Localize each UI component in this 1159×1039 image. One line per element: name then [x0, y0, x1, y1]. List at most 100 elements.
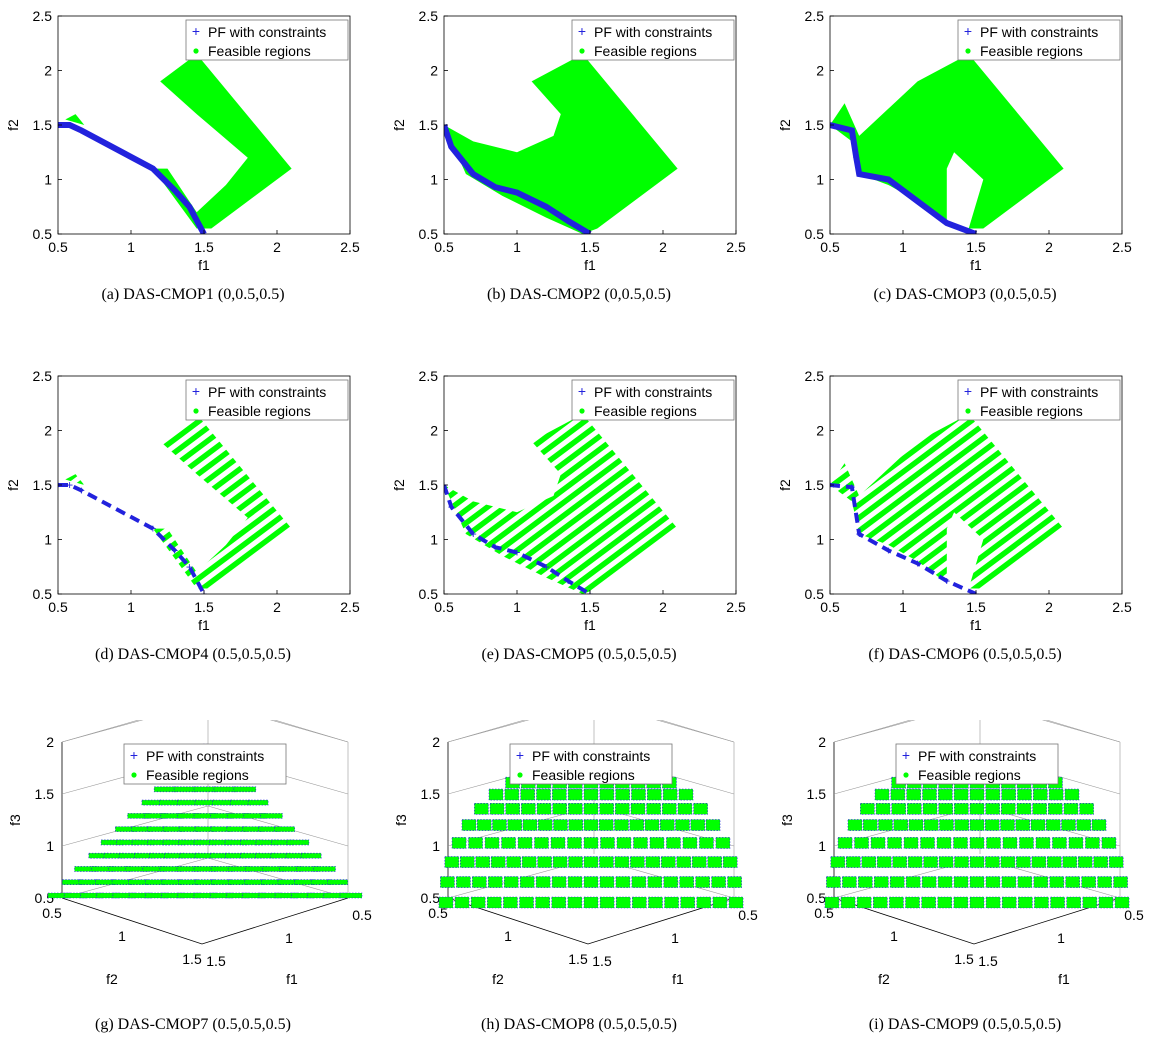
feasible-patch	[507, 819, 523, 831]
plot-h: 0.5 1 1.5 2 f3 0.5 1 1.5 0.5 1 1.5 f2 f1 + PF with con…	[393, 720, 758, 987]
f2-axis-label: f2	[878, 971, 890, 987]
feasible-patch	[873, 876, 889, 888]
feasible-patch	[682, 837, 698, 849]
z-gridline	[269, 720, 349, 743]
feasible-patch	[630, 856, 645, 868]
legend-pf-marker: +	[192, 23, 200, 39]
feasible-patch	[937, 896, 953, 909]
infeasible-gap	[498, 416, 736, 594]
floor-edge	[833, 897, 1121, 945]
feasible-patch	[889, 896, 904, 909]
feasible-patch	[722, 856, 738, 868]
x-tick-label: 1.5	[966, 599, 986, 615]
infeasible-gap	[58, 376, 203, 484]
z-gridline	[655, 720, 735, 743]
y-axis-label: f2	[391, 119, 407, 131]
feasible-patch	[923, 856, 938, 868]
feasible-patch	[440, 876, 455, 888]
infeasible-gap	[350, 360, 386, 616]
chart-panel-i: 0.5 1 1.5 2 f3 0.5 1 1.5 0.5 1 1.5 f2 f1 + PF with con…	[772, 720, 1158, 1039]
infeasible-gap	[1157, 360, 1158, 616]
feasible-patch	[444, 856, 460, 868]
feasible-region	[152, 54, 292, 229]
feasible-patch	[837, 837, 853, 849]
infeasible-gap	[736, 360, 772, 616]
feasible-patch	[1001, 876, 1017, 888]
feasible-patch	[969, 788, 985, 801]
infeasible-gap	[463, 390, 736, 594]
feasible-patch	[300, 852, 322, 859]
z-tick-label: 1.5	[35, 786, 55, 802]
pf-series	[830, 122, 978, 234]
infeasible-gap	[901, 429, 1122, 594]
f2-axis-label: f2	[106, 971, 118, 987]
feasible-patch	[536, 803, 552, 815]
legend-feasible-label: Feasible regions	[980, 403, 1083, 419]
chart-panel-g: 0.5 1 1.5 2 f3 0.5 1 1.5 0.5 1 1.5 f2 f1 + PF with con…	[0, 720, 386, 1039]
y-tick-label: 0.5	[419, 586, 439, 602]
feasible-patch	[535, 896, 550, 909]
f2-tick-label: 0.5	[814, 905, 834, 921]
feasible-patch	[890, 788, 906, 801]
feasible-patch	[567, 788, 583, 801]
feasible-patch	[1063, 803, 1079, 815]
pf-point: +	[856, 167, 863, 181]
feasible-patch	[568, 819, 584, 831]
infeasible-gap	[94, 403, 350, 594]
pf-series	[58, 483, 206, 594]
pf-point: +	[470, 527, 477, 541]
feasible-patch	[522, 819, 538, 831]
z-gridline	[61, 720, 144, 743]
legend: + PF with constraints Feasible regions	[185, 19, 349, 61]
feasible-patch	[521, 856, 537, 868]
f2-tick-label: 1.5	[954, 951, 974, 967]
infeasible-gap	[58, 376, 98, 406]
feasible-patch	[615, 896, 631, 909]
feasible-patch	[666, 837, 681, 849]
x-tick-label: 2.5	[340, 239, 360, 255]
f2-tick-label: 0.5	[42, 905, 62, 921]
feasible-patch	[861, 856, 877, 868]
legend-feasible-label: Feasible regions	[594, 403, 697, 419]
y-tick-label: 1.5	[805, 477, 825, 493]
feasible-patch	[1016, 803, 1032, 815]
infeasible-gap	[830, 376, 870, 406]
pf-point: +	[513, 186, 520, 200]
y-tick-label: 2.5	[805, 8, 825, 24]
feasible-patch	[598, 819, 614, 831]
z-gridline	[207, 857, 349, 899]
y-tick-label: 2	[44, 423, 52, 439]
z-tick-label: 2	[46, 734, 54, 750]
legend-feasible-marker	[903, 772, 909, 778]
y-tick-label: 2.5	[419, 8, 439, 24]
x-tick-label: 0.5	[434, 239, 454, 255]
feasible-patch	[696, 896, 712, 909]
feasible-patch	[1033, 876, 1049, 888]
pf-point: +	[149, 522, 156, 536]
infeasible-gap	[147, 442, 350, 594]
x-tick-label: 2.5	[1112, 239, 1132, 255]
feasible-patch	[519, 876, 535, 888]
pf-point: +	[448, 140, 455, 154]
feasible-patch	[984, 819, 1000, 831]
x-tick-label: 1.5	[580, 239, 600, 255]
feasible-patch	[599, 876, 615, 888]
legend-feasible-marker	[965, 408, 971, 414]
feasible-patch	[854, 837, 869, 849]
feasible-patch	[568, 856, 583, 868]
infeasible-gap	[112, 416, 350, 594]
legend-pf-label: PF with constraints	[594, 24, 712, 40]
legend: + PF with constraints Feasible regions	[509, 743, 673, 785]
feasible-patch	[840, 896, 856, 909]
figure-caption: (e) DAS-CMOP5 (0.5,0.5,0.5)	[481, 646, 677, 663]
x-tick-label: 2.5	[726, 239, 746, 255]
feasible-patch	[552, 788, 567, 801]
x-tick-label: 2	[273, 599, 281, 615]
x-tick-label: 1	[513, 239, 521, 255]
pf-point: +	[848, 480, 855, 494]
f2-tick-label: 1	[890, 928, 898, 944]
feasible-patch	[194, 799, 216, 806]
feasible-patch	[908, 819, 924, 831]
feasible-region	[444, 54, 678, 234]
infeasible-gap	[77, 390, 350, 594]
